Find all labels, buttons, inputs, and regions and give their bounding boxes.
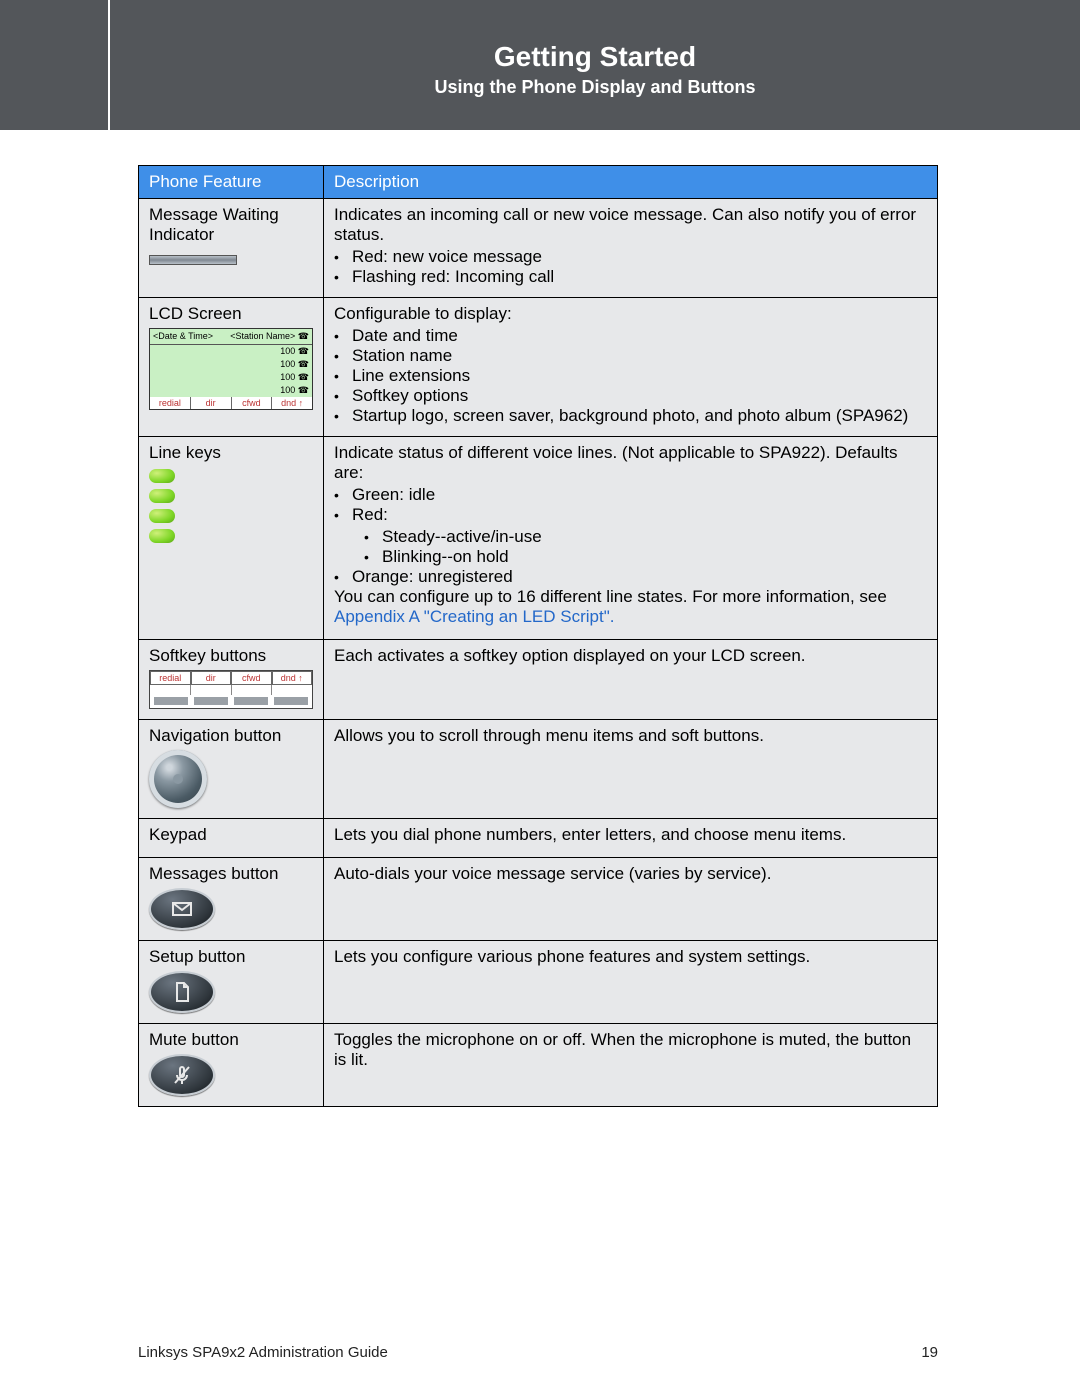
lcd-screen-icon: <Date & Time> <Station Name> ☎ 100 ☎ 100…: [149, 328, 313, 410]
desc-text: Toggles the microphone on or off. When t…: [334, 1030, 927, 1070]
feature-cell: Line keys: [139, 437, 324, 640]
description-cell: Lets you configure various phone feature…: [324, 941, 938, 1024]
desc-tail-text: You can configure up to 16 different lin…: [334, 587, 887, 606]
desc-text: Allows you to scroll through menu items …: [334, 726, 927, 746]
lcd-top-right: <Station Name> ☎: [230, 331, 309, 342]
description-cell: Indicates an incoming call or new voice …: [324, 199, 938, 298]
setup-button-icon: [149, 971, 215, 1013]
lcd-softkey: redial: [150, 397, 191, 409]
list-item: Flashing red: Incoming call: [352, 267, 927, 287]
feature-label: Line keys: [149, 443, 313, 463]
list-item: Green: idle: [352, 485, 927, 505]
list-item: Date and time: [352, 326, 927, 346]
list-item: Softkey options: [352, 386, 927, 406]
list-item: Red: Steady--active/in-use Blinking--on …: [352, 505, 927, 567]
desc-text: Each activates a softkey option displaye…: [334, 646, 927, 666]
lcd-line: 100 ☎: [150, 371, 312, 384]
page-footer: Linksys SPA9x2 Administration Guide 19: [138, 1344, 938, 1361]
header-text-block: Getting Started Using the Phone Display …: [110, 0, 1080, 130]
phone-features-table: Phone Feature Description Message Waitin…: [138, 165, 938, 1107]
feature-label: Softkey buttons: [149, 646, 313, 666]
column-header-feature: Phone Feature: [139, 166, 324, 199]
description-cell: Toggles the microphone on or off. When t…: [324, 1024, 938, 1107]
description-cell: Configurable to display: Date and time S…: [324, 298, 938, 437]
list-item: Orange: unregistered: [352, 567, 927, 587]
mute-mic-icon: [170, 1063, 194, 1087]
description-cell: Indicate status of different voice lines…: [324, 437, 938, 640]
line-key-icon: [149, 509, 175, 523]
softkey-label: redial: [150, 671, 191, 685]
messages-button-icon: [149, 888, 215, 930]
list-item: Red: new voice message: [352, 247, 927, 267]
feature-cell: Message Waiting Indicator: [139, 199, 324, 298]
table-row: Navigation button Allows you to scroll t…: [139, 720, 938, 819]
softkey-label: dir: [191, 671, 232, 685]
table-row: Mute button Toggles the microphone on or…: [139, 1024, 938, 1107]
feature-cell: Mute button: [139, 1024, 324, 1107]
feature-label: Setup button: [149, 947, 313, 967]
table-row: Setup button Lets you configure various …: [139, 941, 938, 1024]
feature-cell: Keypad: [139, 819, 324, 858]
desc-intro: Indicates an incoming call or new voice …: [334, 205, 927, 245]
description-cell: Auto-dials your voice message service (v…: [324, 858, 938, 941]
footer-page-number: 19: [921, 1344, 938, 1361]
feature-label: Messages button: [149, 864, 313, 884]
lcd-softkey: dir: [191, 397, 232, 409]
page-title: Getting Started: [110, 41, 1080, 73]
feature-label: Mute button: [149, 1030, 313, 1050]
feature-label: Message Waiting Indicator: [149, 205, 313, 245]
list-item: Line extensions: [352, 366, 927, 386]
document-icon: [170, 980, 194, 1004]
desc-text: Lets you configure various phone feature…: [334, 947, 927, 967]
page-subtitle: Using the Phone Display and Buttons: [110, 77, 1080, 98]
desc-tail: You can configure up to 16 different lin…: [334, 587, 927, 627]
lcd-line: 100 ☎: [150, 358, 312, 371]
table-row: Message Waiting Indicator Indicates an i…: [139, 199, 938, 298]
feature-label: LCD Screen: [149, 304, 313, 324]
line-key-icon: [149, 469, 175, 483]
feature-cell: Navigation button: [139, 720, 324, 819]
lcd-line: 100 ☎: [150, 384, 312, 397]
softkey-label: dnd ↑: [272, 671, 313, 685]
list-item: Station name: [352, 346, 927, 366]
header-band: Getting Started Using the Phone Display …: [0, 0, 1080, 130]
table-row: Line keys Indicate status of different v…: [139, 437, 938, 640]
feature-label: Keypad: [149, 825, 313, 845]
description-cell: Allows you to scroll through menu items …: [324, 720, 938, 819]
table-row: Keypad Lets you dial phone numbers, ente…: [139, 819, 938, 858]
envelope-icon: [170, 897, 194, 921]
feature-cell: Softkey buttons redial dir cfwd dnd ↑: [139, 640, 324, 720]
desc-text: Auto-dials your voice message service (v…: [334, 864, 927, 884]
lcd-line: 100 ☎: [150, 345, 312, 358]
list-item-label: Red:: [352, 505, 388, 524]
line-key-icon: [149, 489, 175, 503]
mute-button-icon: [149, 1054, 215, 1096]
table-row: Messages button Auto-dials your voice me…: [139, 858, 938, 941]
column-header-description: Description: [324, 166, 938, 199]
feature-cell: LCD Screen <Date & Time> <Station Name> …: [139, 298, 324, 437]
line-key-icon: [149, 529, 175, 543]
description-cell: Each activates a softkey option displaye…: [324, 640, 938, 720]
table-row: LCD Screen <Date & Time> <Station Name> …: [139, 298, 938, 437]
navigation-button-icon: [149, 750, 207, 808]
footer-guide-name: Linksys SPA9x2 Administration Guide: [138, 1344, 388, 1361]
feature-cell: Messages button: [139, 858, 324, 941]
lcd-softkey: dnd ↑: [272, 397, 312, 409]
softkey-buttons-icon: redial dir cfwd dnd ↑: [149, 670, 313, 709]
desc-text: Lets you dial phone numbers, enter lette…: [334, 825, 927, 845]
lcd-top-left: <Date & Time>: [153, 331, 213, 342]
lcd-softkey: cfwd: [232, 397, 273, 409]
list-item: Startup logo, screen saver, background p…: [352, 406, 927, 426]
list-item: Steady--active/in-use: [382, 527, 927, 547]
desc-intro: Configurable to display:: [334, 304, 927, 324]
softkey-label: cfwd: [231, 671, 272, 685]
list-item: Blinking--on hold: [382, 547, 927, 567]
desc-intro: Indicate status of different voice lines…: [334, 443, 927, 483]
feature-cell: Setup button: [139, 941, 324, 1024]
mwi-indicator-icon: [149, 255, 237, 265]
appendix-link[interactable]: Appendix A "Creating an LED Script".: [334, 607, 614, 626]
description-cell: Lets you dial phone numbers, enter lette…: [324, 819, 938, 858]
feature-label: Navigation button: [149, 726, 313, 746]
table-row: Softkey buttons redial dir cfwd dnd ↑ Ea…: [139, 640, 938, 720]
